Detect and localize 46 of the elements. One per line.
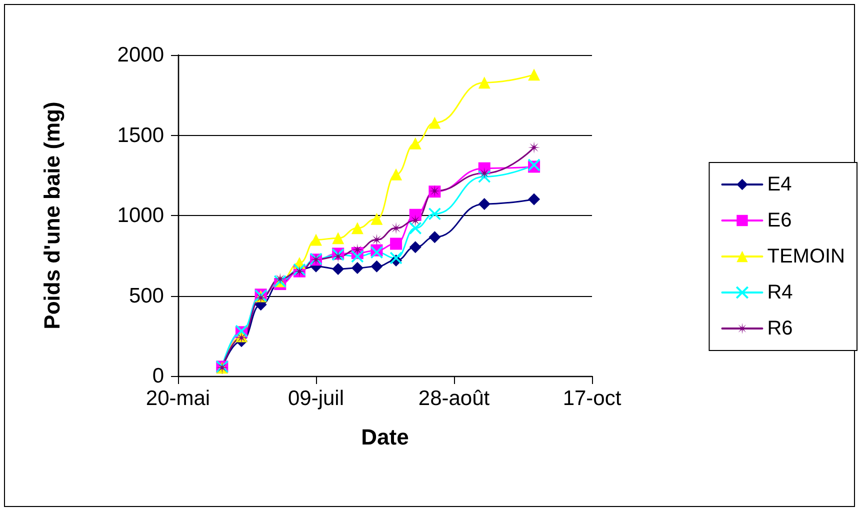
y-tick-label: 1000 — [117, 204, 164, 227]
legend-label: E6 — [767, 210, 792, 232]
point — [428, 231, 441, 244]
x-tick-label: 09-juil — [288, 387, 344, 410]
point — [409, 137, 422, 150]
x-tick-label: 28-août — [418, 387, 490, 410]
point — [332, 262, 344, 275]
point — [370, 260, 383, 272]
x-tick-label: 20-mai — [146, 387, 210, 410]
point — [390, 252, 402, 264]
y-tick-label: 2000 — [117, 44, 164, 66]
point — [528, 193, 540, 206]
point — [428, 116, 441, 129]
y-tick-label: 0 — [152, 364, 164, 388]
point — [408, 222, 422, 235]
point — [370, 212, 383, 225]
point — [351, 222, 364, 234]
legend-label: R6 — [767, 318, 793, 340]
point — [351, 262, 364, 274]
point — [528, 68, 540, 81]
point — [409, 241, 422, 254]
point — [274, 272, 286, 285]
point — [528, 141, 540, 154]
x-axis-title: Date — [361, 424, 409, 450]
point — [428, 207, 442, 220]
point — [351, 250, 364, 263]
legend-label: R4 — [767, 282, 793, 304]
legend-label: E4 — [767, 174, 792, 196]
point — [478, 198, 490, 210]
point — [409, 214, 422, 226]
legend-label: TEMOIN — [767, 246, 846, 268]
point — [351, 244, 364, 256]
point — [310, 234, 322, 246]
point — [332, 232, 344, 244]
point — [370, 234, 383, 246]
point — [478, 167, 490, 180]
y-tick-label: 500 — [128, 284, 164, 308]
y-axis-title: Poids d'une baie (mg) — [40, 102, 64, 330]
x-tick-label: 17-oct — [562, 387, 622, 410]
point — [390, 222, 402, 234]
point — [390, 238, 402, 250]
y-tick-label: 1500 — [117, 124, 164, 147]
point — [478, 170, 491, 184]
point — [390, 168, 402, 180]
point — [370, 246, 384, 259]
point — [478, 76, 490, 89]
